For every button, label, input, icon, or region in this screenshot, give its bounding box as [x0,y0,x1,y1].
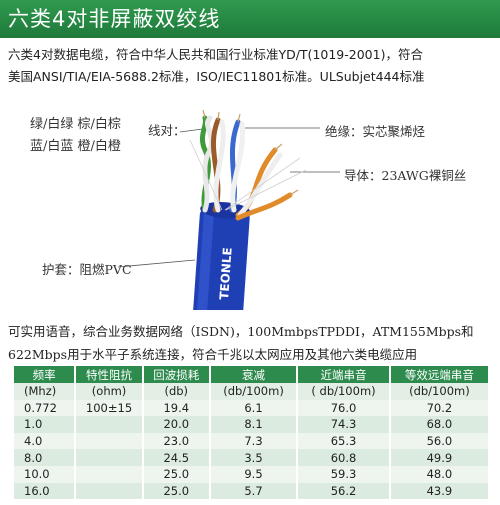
pair-label: 线对： [148,123,186,138]
pair-colors: 绿/白绿 棕/白棕 蓝/白蓝 橙/白橙 [30,114,150,158]
table-cell: 5.7 [209,482,299,500]
table-cell: (db) [142,383,211,400]
table-cell: 7.3 [209,432,299,450]
table-cell: (db/100m) [209,383,299,400]
insulation-label: 绝缘：实芯聚烯烃 [325,124,426,139]
table-row: 8.0 24.5 3.5 60.8 49.9 [14,449,491,466]
page-title: 六类4对非屏蔽双绞线 [0,0,500,38]
table-cell: (db/100m) [389,383,491,400]
table-cell: ( db/100m) [297,383,391,400]
table-cell: 23.0 [142,432,211,450]
pair-colors-line-2: 蓝/白蓝 橙/白橙 [30,139,121,154]
table-cell: 0.772 [14,399,77,417]
table-cell: 8.0 [14,449,77,466]
table-cell: 1.0 [14,416,77,433]
table-cell: 6.1 [209,399,299,417]
table-cell: 49.9 [389,449,491,466]
table-cell: 10.0 [14,465,77,483]
table-cell [75,465,144,483]
table-cell [75,432,144,450]
table-units-row: (Mhz) (ohm) (db) (db/100m) ( db/100m) (d… [14,383,491,400]
header-elfext: 等效远端串音 [389,366,491,383]
jacket-label: 护套：阻燃PVC [42,262,132,277]
header-return-loss: 回波损耗 [142,366,211,383]
jacket-pointer-line [117,259,196,268]
intro-line-2: 美国ANSI/TIA/EIA-5688.2标准，ISO/IEC11801标准。U… [8,69,425,84]
pair-colors-line-1: 绿/白绿 棕/白棕 [30,117,121,132]
table-cell: 74.3 [297,416,391,433]
table-row: 10.0 25.0 9.5 59.3 48.0 [14,465,491,483]
table-cell [75,482,144,500]
intro-line-1: 六类4对数据电缆，符合中华人民共和国行业标准YD/T(1019-2001)，符合 [8,47,423,62]
table-cell: (Mhz) [14,383,77,400]
table-cell: 100±15 [75,399,144,417]
table-row: 0.772 100±15 19.4 6.1 76.0 70.2 [14,399,491,417]
table-cell: 3.5 [209,449,299,466]
copper-conductors [202,110,299,196]
application-line-2: 622Mbps用于水平子系统连接，符合千兆以太网应用及其他六类电缆应用 [8,347,418,362]
table-cell: 16.0 [14,482,77,500]
table-cell: 60.8 [297,449,391,466]
application-text: 可实用语音，综合业务数据网络（ISDN)，100MmbpsTPDDI，ATM15… [8,320,498,366]
ripcord [189,139,307,211]
table-cell: 4.0 [14,432,77,450]
table-cell: 9.5 [209,465,299,483]
table-cell: 8.1 [209,416,299,433]
brand-print: TEONLE [217,247,235,300]
table-cell: 65.3 [297,432,391,450]
table-cell: 68.0 [389,416,491,433]
table-cell: 25.0 [142,465,211,483]
table-cell: 56.0 [389,432,491,450]
table-row: 4.0 23.0 7.3 65.3 56.0 [14,432,491,450]
header-attenuation: 衰减 [209,366,299,383]
conductor-label: 导体：23AWG裸铜丝 [344,168,467,183]
table-cell: 56.2 [297,482,391,500]
table-cell: 76.0 [297,399,391,417]
spec-table: 频率 特性阻抗 回波损耗 衰减 近端串音 等效远端串音 (Mhz) (ohm) … [14,366,491,500]
header-next: 近端串音 [297,366,391,383]
twisted-pairs [199,115,293,221]
cable-jacket [192,202,251,310]
table-row: 16.0 25.0 5.7 56.2 43.9 [14,482,491,500]
cable-illustration: TEONLE [117,110,340,310]
header-impedance: 特性阻抗 [75,366,144,383]
table-row: 1.0 20.0 8.1 74.3 68.0 [14,416,491,433]
application-line-1: 可实用语音，综合业务数据网络（ISDN)，100MmbpsTPDDI，ATM15… [8,324,474,339]
table-cell: 25.0 [142,482,211,500]
table-cell: (ohm) [75,383,144,400]
table-header-row: 频率 特性阻抗 回波损耗 衰减 近端串音 等效远端串音 [14,366,491,383]
table-cell: 19.4 [142,399,211,417]
header-frequency: 频率 [14,366,77,383]
table-cell: 43.9 [389,482,491,500]
table-cell [75,416,144,433]
table-cell [75,449,144,466]
table-cell: 20.0 [142,416,211,433]
table-cell: 24.5 [142,449,211,466]
intro-text: 六类4对数据电缆，符合中华人民共和国行业标准YD/T(1019-2001)，符合… [8,44,496,88]
table-cell: 59.3 [297,465,391,483]
table-cell: 48.0 [389,465,491,483]
table-cell: 70.2 [389,399,491,417]
